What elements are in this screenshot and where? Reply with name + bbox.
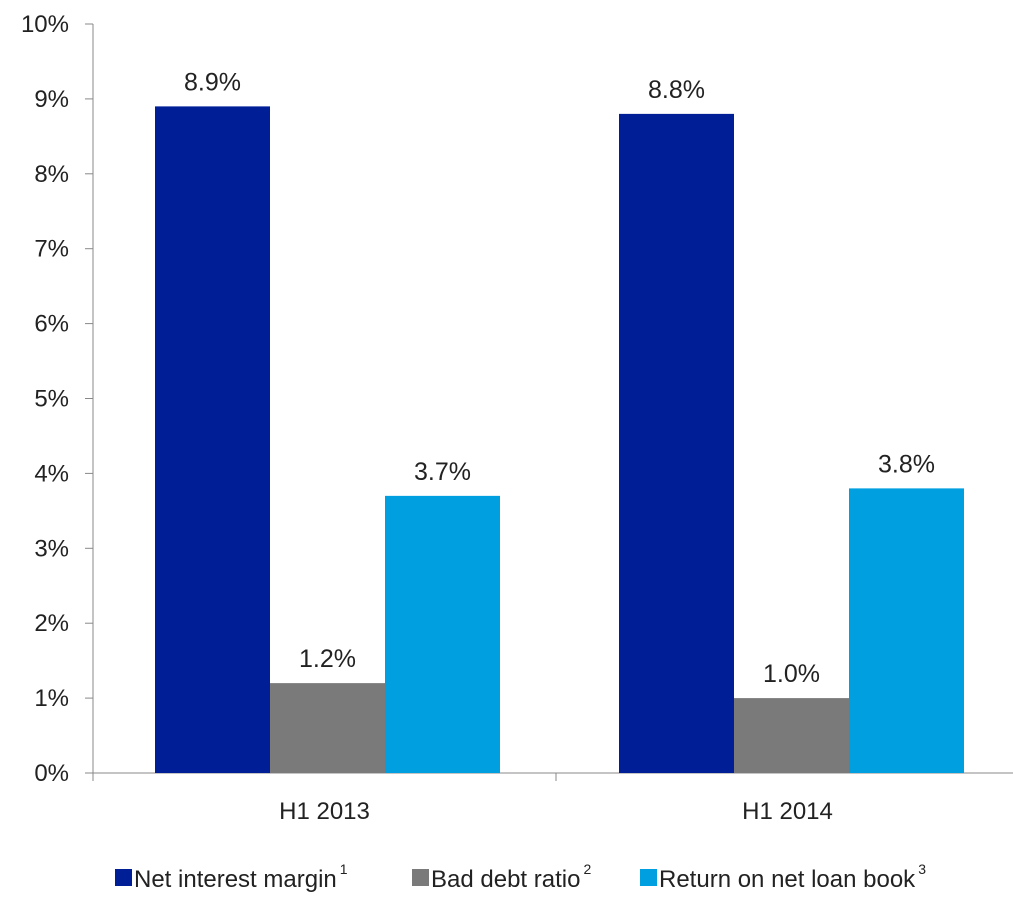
y-tick-label: 5% [34, 386, 69, 413]
y-tick-label: 3% [34, 535, 69, 562]
y-tick-label: 2% [34, 610, 69, 637]
y-tick-label: 0% [34, 760, 69, 787]
x-category-label: H1 2013 [279, 798, 370, 825]
y-tick-label: 6% [34, 311, 69, 338]
legend-label: Return on net loan book [659, 866, 916, 893]
legend-swatch [412, 869, 429, 886]
data-label: 1.0% [763, 660, 820, 688]
bar [155, 106, 270, 773]
y-tick-label: 4% [34, 460, 69, 487]
x-axis: H1 2013 H1 2014 [92, 772, 1013, 825]
legend-footnote: 1 [340, 861, 348, 877]
data-labels: 8.9% 1.2% 3.7% 8.8% 1.0% 3.8% [184, 68, 935, 688]
y-tick-label: 7% [34, 236, 69, 263]
legend-swatch [115, 869, 132, 886]
data-label: 1.2% [299, 645, 356, 673]
bars [155, 106, 964, 773]
bar [270, 683, 385, 773]
bar [849, 488, 964, 773]
legend-swatch [640, 869, 657, 886]
data-label: 3.7% [414, 458, 471, 486]
y-tick-label: 9% [34, 86, 69, 113]
bar [385, 495, 500, 773]
bar [734, 698, 849, 773]
data-label: 3.8% [878, 450, 935, 478]
legend-label: Net interest margin [134, 866, 337, 893]
legend: Net interest margin 1 Bad debt ratio 2 Retur… [115, 861, 926, 893]
y-tick-label: 8% [34, 161, 69, 188]
data-label: 8.9% [184, 68, 241, 96]
bar [619, 113, 734, 773]
y-tick-label: 10% [21, 11, 69, 38]
legend-footnote: 2 [583, 861, 591, 877]
y-axis: 0% 1% 2% 3% 4% 5% 6% 7% 8% 9% 10% [21, 11, 94, 787]
y-tick-label: 1% [34, 685, 69, 712]
legend-label: Bad debt ratio [431, 866, 580, 893]
x-category-label: H1 2014 [742, 798, 833, 825]
legend-footnote: 3 [918, 861, 926, 877]
data-label: 8.8% [648, 76, 705, 104]
